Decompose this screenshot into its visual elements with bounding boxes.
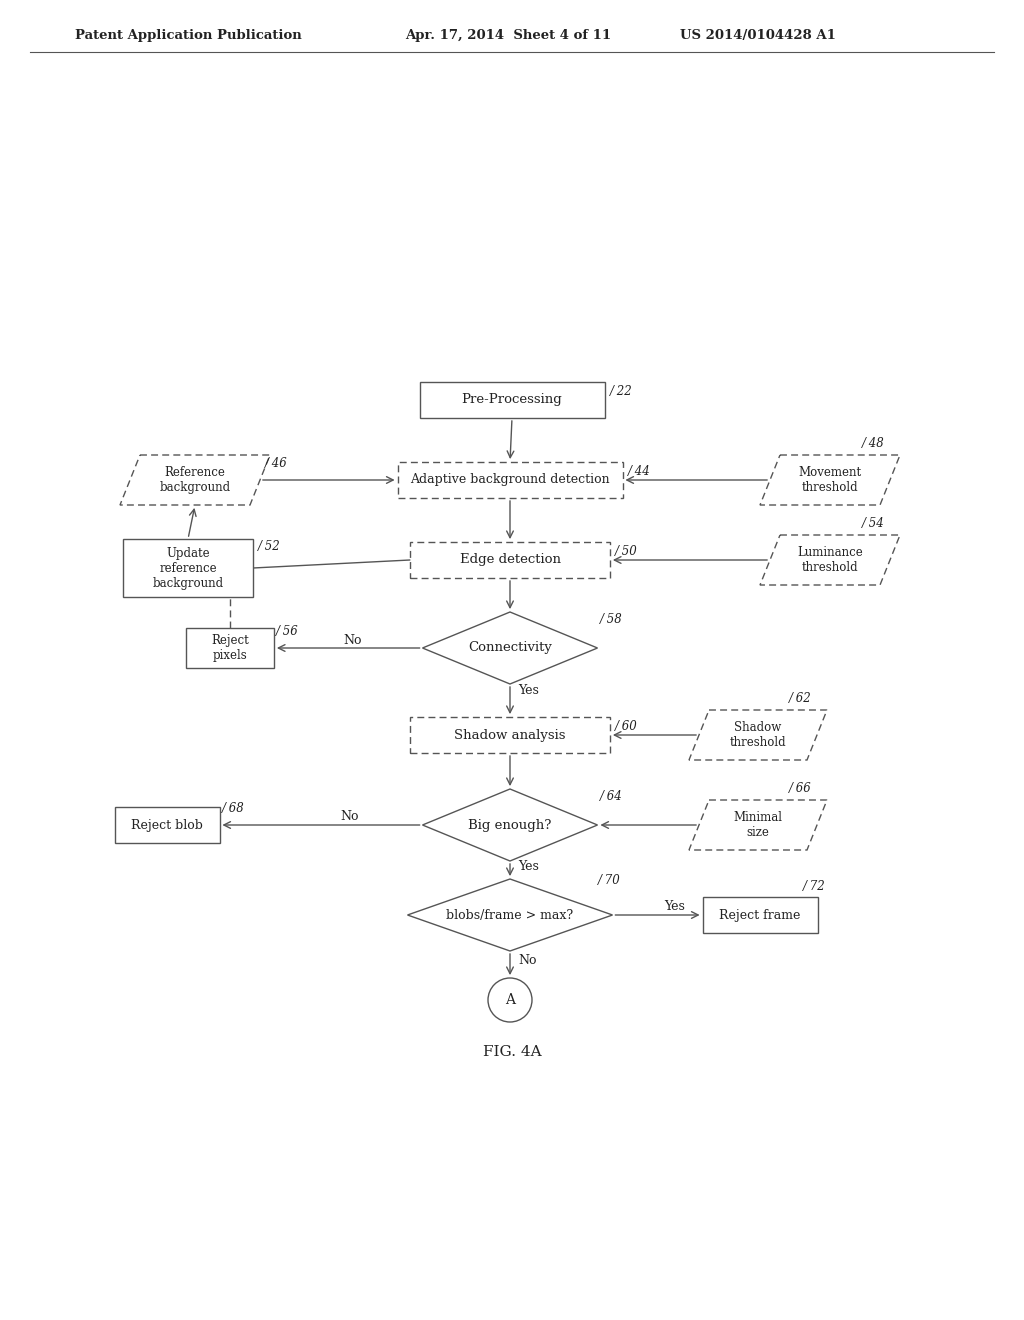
Polygon shape [120, 455, 270, 506]
Text: / 56: / 56 [276, 624, 299, 638]
Text: A: A [505, 993, 515, 1007]
Text: / 52: / 52 [258, 540, 281, 553]
Text: Update
reference
background: Update reference background [153, 546, 223, 590]
Text: / 46: / 46 [265, 457, 288, 470]
Text: / 22: / 22 [609, 385, 632, 399]
Text: FIG. 4A: FIG. 4A [482, 1045, 542, 1059]
Text: Luminance
threshold: Luminance threshold [797, 546, 863, 574]
Bar [702, 898, 817, 933]
Polygon shape [423, 789, 597, 861]
Polygon shape [408, 879, 612, 950]
Bar [420, 381, 604, 418]
Text: / 64: / 64 [599, 789, 623, 803]
Polygon shape [760, 535, 900, 585]
Bar [410, 543, 610, 578]
Text: Patent Application Publication: Patent Application Publication [75, 29, 302, 41]
Text: Pre-Processing: Pre-Processing [462, 393, 562, 407]
Polygon shape [689, 710, 827, 760]
Text: / 54: / 54 [862, 517, 885, 531]
Text: / 62: / 62 [790, 692, 812, 705]
Text: Reject
pixels: Reject pixels [211, 634, 249, 663]
Polygon shape [689, 800, 827, 850]
Text: Movement
threshold: Movement threshold [799, 466, 861, 494]
Text: Reject blob: Reject blob [131, 818, 203, 832]
Bar [397, 462, 623, 498]
Text: Edge detection: Edge detection [460, 553, 560, 566]
Text: No: No [340, 810, 358, 824]
Text: Yes: Yes [664, 900, 685, 913]
Text: Apr. 17, 2014  Sheet 4 of 11: Apr. 17, 2014 Sheet 4 of 11 [406, 29, 611, 41]
Bar [115, 807, 219, 843]
Text: blobs/frame > max?: blobs/frame > max? [446, 908, 573, 921]
Text: Shadow analysis: Shadow analysis [455, 729, 565, 742]
Text: No: No [518, 953, 537, 966]
Text: Yes: Yes [518, 861, 539, 874]
Polygon shape [423, 612, 597, 684]
Text: Minimal
size: Minimal size [733, 810, 782, 840]
Text: / 72: / 72 [803, 880, 825, 894]
Text: US 2014/0104428 A1: US 2014/0104428 A1 [680, 29, 836, 41]
Text: / 66: / 66 [790, 781, 812, 795]
Text: No: No [343, 634, 361, 647]
Circle shape [488, 978, 532, 1022]
Polygon shape [760, 455, 900, 506]
Text: Reject frame: Reject frame [719, 908, 801, 921]
Bar [186, 628, 274, 668]
Text: / 70: / 70 [597, 874, 621, 887]
Text: / 58: / 58 [599, 612, 623, 626]
Text: / 44: / 44 [628, 465, 650, 478]
Text: / 48: / 48 [862, 437, 885, 450]
Text: Yes: Yes [518, 684, 539, 697]
Text: Reference
background: Reference background [160, 466, 230, 494]
Text: Shadow
threshold: Shadow threshold [730, 721, 786, 748]
Text: / 50: / 50 [615, 545, 638, 558]
Text: / 68: / 68 [221, 803, 245, 814]
Bar [410, 717, 610, 752]
Bar [123, 539, 253, 597]
Text: / 60: / 60 [615, 719, 638, 733]
Text: Adaptive background detection: Adaptive background detection [411, 474, 610, 487]
Text: Connectivity: Connectivity [468, 642, 552, 655]
Text: Big enough?: Big enough? [468, 818, 552, 832]
